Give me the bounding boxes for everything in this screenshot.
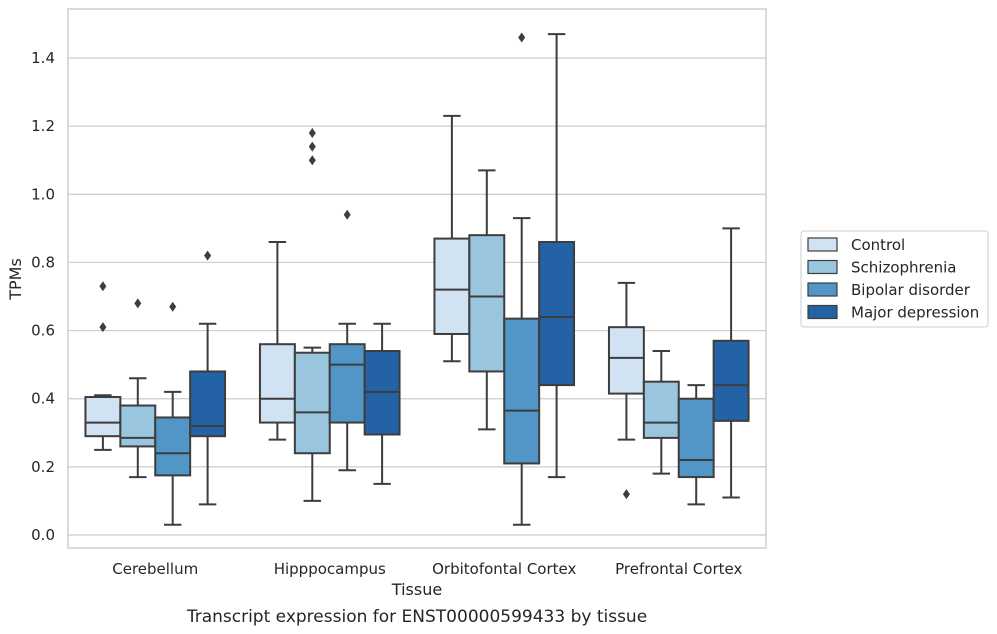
box-bipolar-disorder [503, 32, 541, 526]
legend-label: Bipolar disorder [851, 281, 971, 299]
box-control [607, 281, 645, 500]
outlier-point [204, 250, 212, 261]
y-tick-label: 0.4 [31, 390, 55, 408]
boxes [84, 32, 750, 526]
box-body [258, 343, 296, 424]
box-bipolar-disorder [677, 384, 715, 506]
box-control [433, 114, 471, 363]
box-body [538, 240, 576, 387]
box-bipolar-disorder [328, 209, 366, 472]
y-axis-label: TPMs [6, 258, 25, 301]
box-body [468, 234, 506, 373]
legend-swatch [807, 282, 838, 297]
box-bipolar-disorder [154, 301, 192, 526]
y-tick-label: 0.6 [31, 322, 55, 340]
box-major-depression [538, 33, 576, 479]
y-tick-label: 1.2 [31, 117, 55, 135]
outlier-point [308, 127, 316, 138]
y-tick-label: 1.4 [31, 49, 55, 67]
box-body [119, 404, 157, 448]
outlier-point [99, 322, 107, 333]
box-schizophrenia [468, 169, 506, 431]
x-tick-labels: Cerebellum Hipppocampus Orbitofontal Corte… [112, 560, 742, 578]
outlier-point [622, 489, 630, 500]
box-body [433, 237, 471, 335]
legend-label: Schizophrenia [851, 259, 956, 277]
y-tick-labels: 0.0 0.2 0.4 0.6 0.8 1.0 1.2 1.4 [31, 49, 55, 544]
box-control [84, 281, 122, 451]
chart-caption: Transcript expression for ENST0000059943… [186, 607, 647, 627]
box-body [503, 317, 541, 465]
x-tick-label: Prefrontal Cortex [615, 560, 742, 578]
outlier-point [134, 298, 142, 309]
box-body [642, 380, 680, 439]
box-body [84, 396, 122, 438]
outlier-point [169, 301, 177, 312]
legend-label: Control [851, 236, 905, 254]
box-control [258, 240, 296, 441]
x-tick-label: Cerebellum [112, 560, 198, 578]
box-major-depression [363, 322, 401, 485]
y-tick-label: 1.0 [31, 185, 55, 203]
box-body [607, 326, 645, 395]
box-schizophrenia [642, 350, 680, 475]
box-body [293, 351, 331, 455]
legend-swatch [807, 237, 838, 252]
box-body [712, 339, 750, 422]
y-tick-label: 0.2 [31, 458, 55, 476]
box-major-depression [712, 227, 750, 499]
x-tick-label: Hipppocampus [274, 560, 386, 578]
x-tick-label: Orbitofontal Cortex [432, 560, 576, 578]
box-schizophrenia [293, 127, 331, 502]
box-major-depression [189, 250, 227, 506]
outlier-point [518, 32, 526, 43]
box-body [677, 397, 715, 479]
box-body [154, 416, 192, 477]
legend-swatch [807, 259, 838, 275]
outlier-point [308, 155, 316, 166]
legend-label: Major depression [851, 304, 979, 322]
legend: Control Schizophrenia Bipolar disorder Majo… [800, 230, 989, 328]
plot-frame [67, 8, 767, 549]
outlier-point [308, 141, 316, 152]
box-body [328, 343, 366, 424]
outlier-point [99, 281, 107, 292]
outlier-point [343, 209, 351, 220]
box-schizophrenia [119, 298, 157, 479]
x-axis-label: Tissue [391, 580, 442, 599]
y-tick-label: 0.8 [31, 253, 55, 271]
legend-frame [800, 230, 989, 328]
legend-swatch [807, 304, 838, 320]
y-tick-label: 0.0 [31, 526, 55, 544]
